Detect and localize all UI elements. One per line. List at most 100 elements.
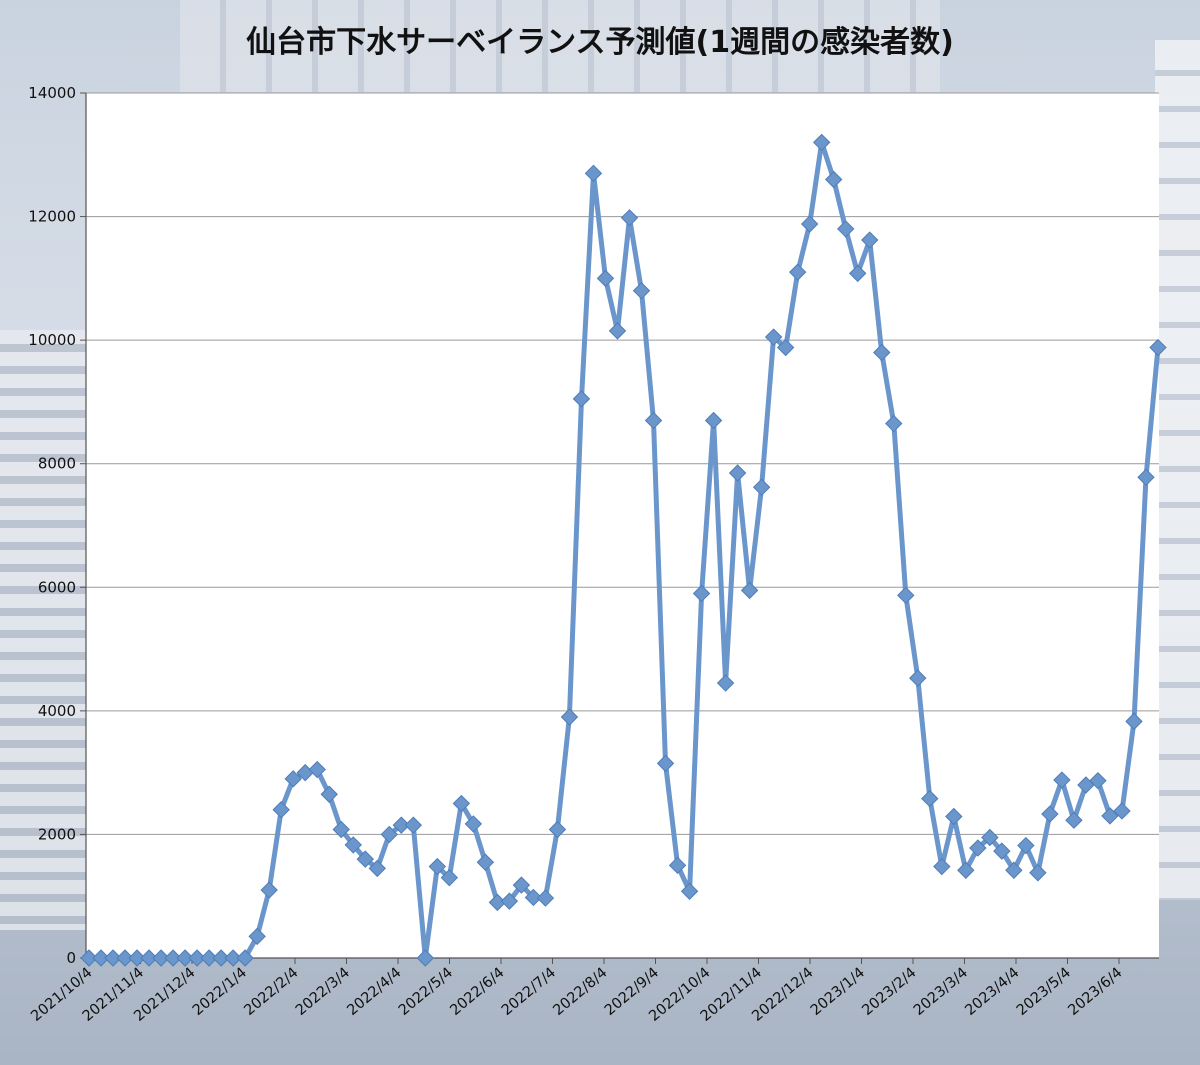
data-point — [849, 264, 867, 283]
data-point — [476, 853, 495, 871]
data-point — [692, 584, 711, 603]
data-point — [993, 842, 1011, 860]
x-tick-label: 2023/1/4 — [808, 965, 868, 1019]
x-tick-label: 2022/6/4 — [447, 965, 507, 1019]
x-tick-label: 2022/8/4 — [550, 965, 610, 1019]
x-tick-label: 2022/7/4 — [499, 965, 559, 1019]
background-building-left — [0, 330, 90, 930]
data-point — [344, 836, 362, 854]
series-group — [80, 133, 1167, 967]
x-tick-label: 2022/2/4 — [241, 965, 301, 1019]
data-point — [1065, 811, 1083, 829]
y-axis-ticks: 0 2000 4000 6000 8000 10000 12000 14000 — [28, 84, 86, 967]
data-point — [452, 794, 471, 813]
x-tick-label: 2022/5/4 — [396, 965, 456, 1019]
data-point — [284, 770, 302, 788]
data-point — [933, 857, 951, 876]
data-point — [164, 949, 182, 967]
data-point — [704, 411, 723, 430]
data-point — [969, 839, 987, 857]
data-point — [236, 949, 254, 967]
data-point — [332, 820, 350, 839]
data-point — [380, 825, 398, 844]
x-tick-label: 2023/2/4 — [859, 965, 919, 1019]
data-point — [788, 263, 807, 281]
data-point — [392, 816, 410, 834]
y-tick-label: 0 — [66, 949, 76, 967]
data-point — [464, 815, 483, 833]
y-tick-label: 4000 — [38, 702, 76, 720]
data-point — [608, 322, 627, 340]
chart-title: 仙台市下水サーベイランス予測値(1週間の感染者数) — [246, 25, 954, 60]
data-point — [764, 328, 783, 346]
x-tick-label: 2023/3/4 — [911, 965, 971, 1019]
data-point — [272, 801, 290, 819]
y-tick-label: 6000 — [38, 578, 76, 596]
axes — [85, 93, 1159, 959]
data-point — [728, 464, 747, 482]
data-point — [873, 343, 891, 362]
data-point — [1149, 338, 1167, 357]
data-point — [440, 868, 459, 887]
y-tick-label: 8000 — [38, 455, 76, 473]
data-point — [140, 949, 158, 967]
data-point — [945, 807, 963, 826]
data-point — [909, 669, 927, 687]
data-point — [104, 949, 122, 967]
data-point — [404, 816, 423, 834]
data-point — [320, 785, 338, 803]
data-point — [416, 949, 435, 967]
data-point — [776, 338, 795, 357]
gridlines — [86, 92, 1159, 835]
background-building-right — [1155, 40, 1200, 900]
data-point — [224, 949, 242, 967]
data-point — [1005, 861, 1023, 879]
data-point — [740, 581, 759, 600]
data-point — [80, 949, 98, 967]
data-point — [1113, 802, 1131, 820]
data-point — [921, 789, 939, 808]
data-point — [596, 269, 615, 288]
data-point — [981, 828, 999, 847]
data-point — [260, 881, 278, 899]
data-point — [800, 215, 819, 233]
data-point — [656, 754, 675, 773]
y-tick-label: 2000 — [38, 825, 76, 843]
data-point — [356, 850, 374, 868]
data-point — [752, 478, 771, 496]
data-point — [188, 949, 206, 967]
data-point — [837, 220, 855, 238]
x-axis-ticks: 2021/10/42021/11/42021/12/42022/1/42022/… — [28, 958, 1126, 1025]
data-point — [1125, 712, 1143, 731]
data-point — [885, 414, 903, 433]
data-point — [1029, 864, 1047, 882]
x-tick-label: 2022/4/4 — [344, 965, 404, 1019]
data-point — [668, 856, 687, 875]
data-point — [584, 164, 603, 183]
data-point — [428, 857, 447, 876]
data-point — [524, 888, 543, 907]
data-point — [548, 820, 567, 839]
data-point — [152, 949, 170, 967]
x-tick-label: 2022/3/4 — [293, 965, 353, 1019]
data-point — [116, 949, 134, 967]
x-tick-label: 2023/5/4 — [1014, 965, 1074, 1019]
data-point — [536, 889, 555, 907]
data-point — [824, 170, 843, 189]
data-point — [812, 133, 831, 152]
y-tick-label: 12000 — [28, 208, 76, 226]
data-point — [1053, 771, 1071, 789]
data-point — [897, 586, 915, 605]
data-point — [176, 949, 194, 967]
data-point — [500, 892, 519, 910]
plot-area — [86, 93, 1159, 958]
data-point — [644, 411, 663, 430]
data-point — [512, 876, 531, 894]
data-point — [200, 949, 218, 967]
x-tick-label: 2023/4/4 — [962, 965, 1022, 1019]
data-point — [1089, 771, 1107, 790]
data-point — [1101, 807, 1119, 825]
data-point — [308, 760, 326, 779]
x-tick-label: 2023/6/4 — [1065, 965, 1125, 1019]
